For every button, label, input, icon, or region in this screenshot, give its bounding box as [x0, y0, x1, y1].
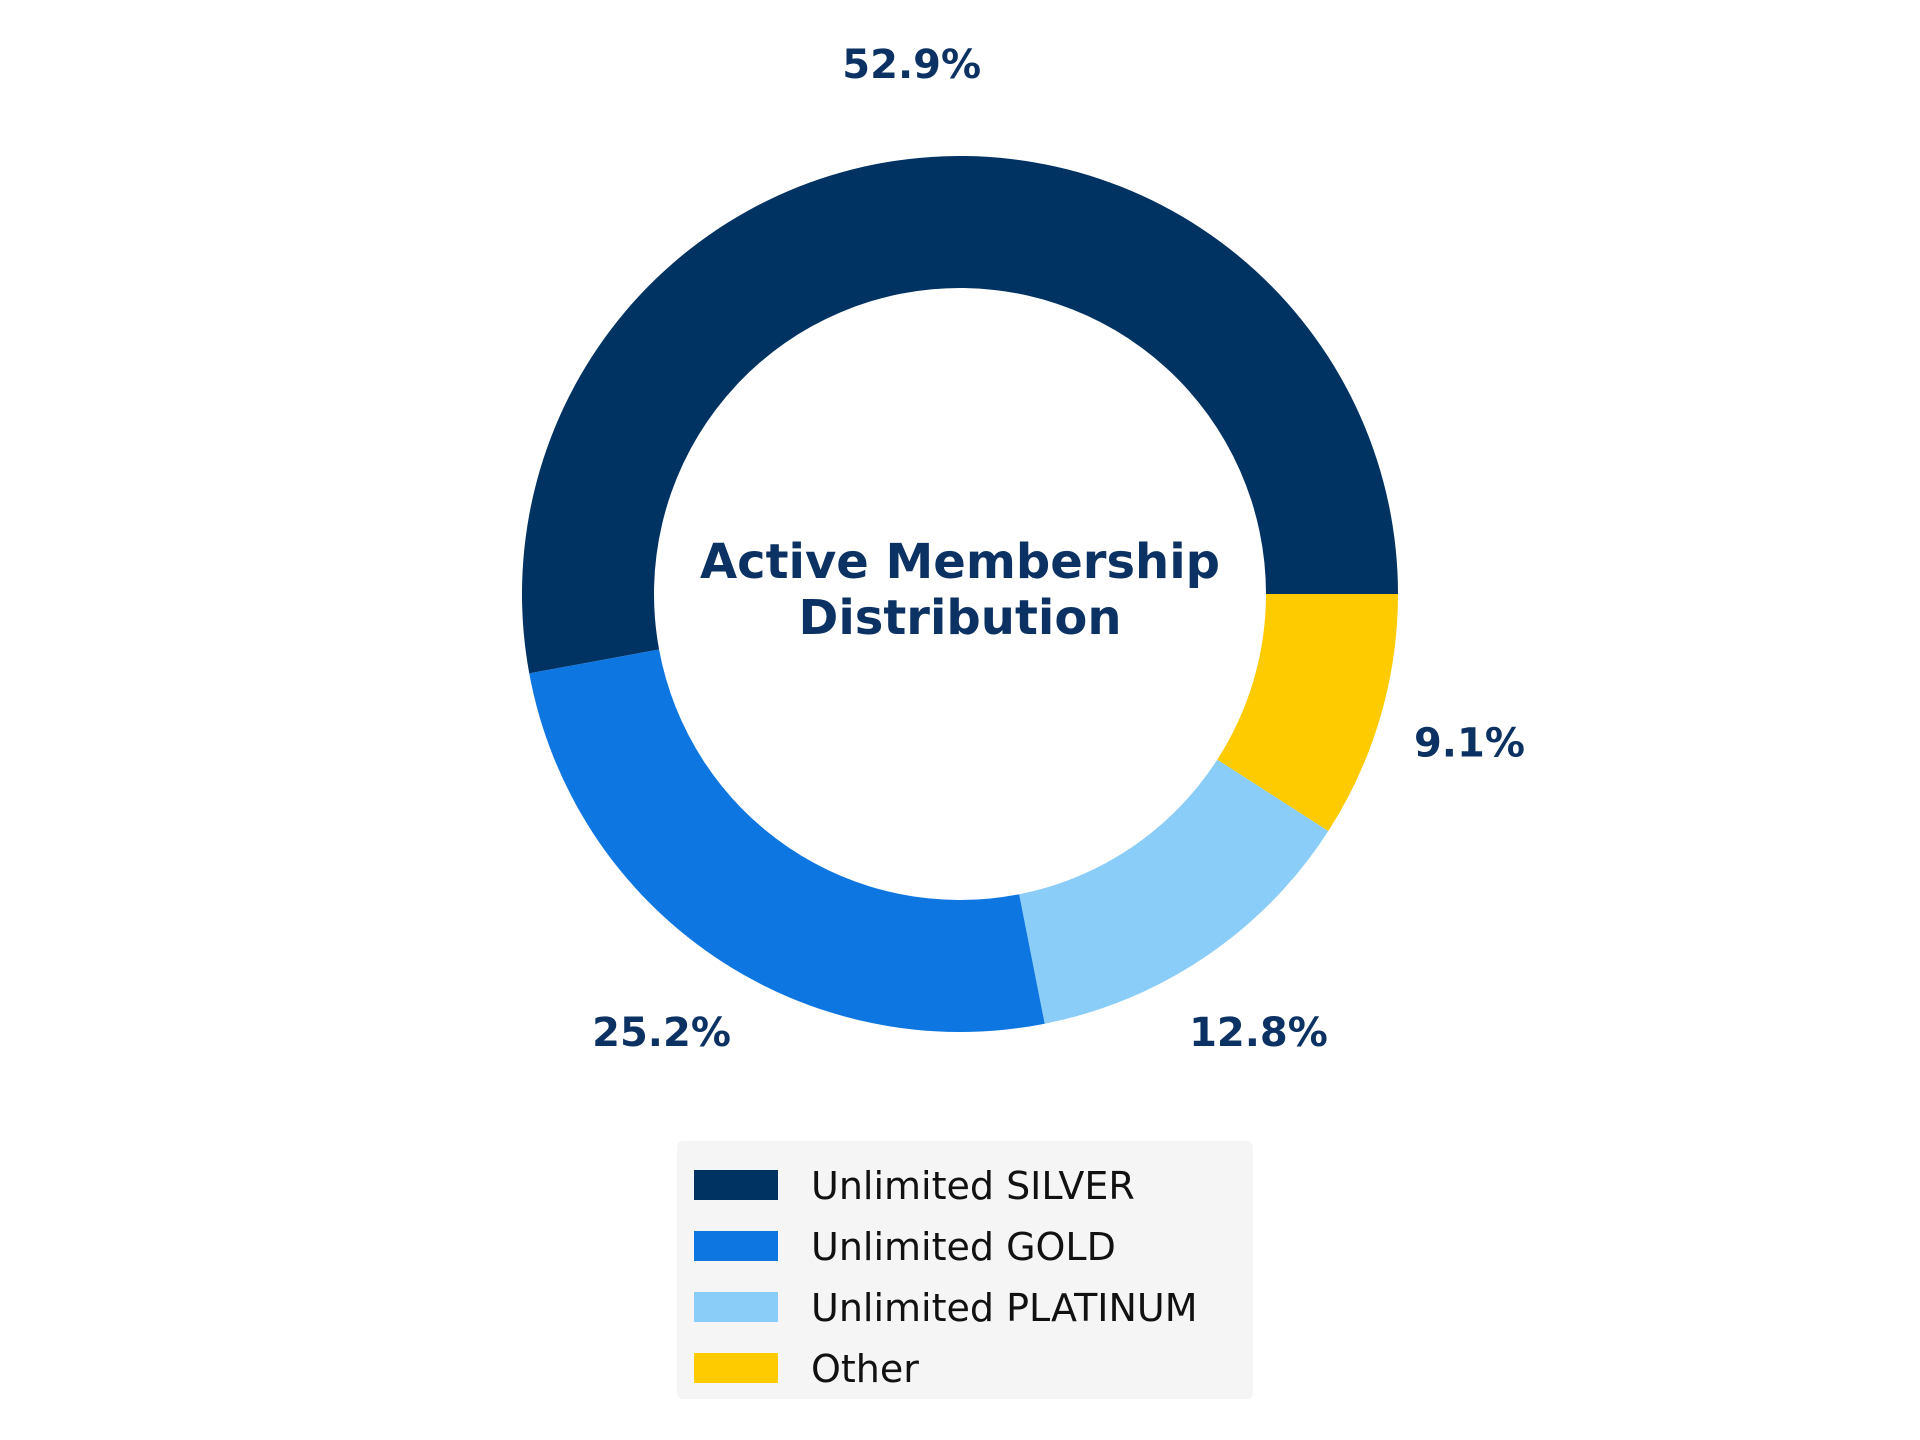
- legend-swatch-silver: [694, 1170, 778, 1200]
- legend-item-platinum: Unlimited PLATINUM: [677, 1277, 1253, 1338]
- legend-item-gold: Unlimited GOLD: [677, 1216, 1253, 1277]
- slice-unlimited-platinum: [1019, 759, 1329, 1024]
- slice-label-unlimited-gold: 25.2%: [592, 1010, 731, 1056]
- slice-other: [1217, 594, 1398, 832]
- slice-unlimited-silver: [522, 156, 1398, 674]
- percentage-labels: 52.9% 25.2% 12.8% 9.1%: [592, 42, 1525, 1056]
- donut-slices: [522, 156, 1398, 1032]
- chart-title-line-2: Distribution: [798, 590, 1121, 646]
- legend-label-gold: Unlimited GOLD: [811, 1225, 1116, 1269]
- slice-unlimited-gold: [529, 649, 1045, 1032]
- legend-item-other: Other: [677, 1338, 1253, 1399]
- legend-label-platinum: Unlimited PLATINUM: [811, 1286, 1198, 1330]
- legend-swatch-other: [694, 1353, 778, 1383]
- legend-label-silver: Unlimited SILVER: [811, 1164, 1135, 1208]
- legend-item-silver: Unlimited SILVER: [677, 1155, 1253, 1216]
- chart-title-line-1: Active Membership: [700, 534, 1220, 590]
- slice-label-other: 9.1%: [1414, 721, 1525, 767]
- legend: Unlimited SILVER Unlimited GOLD Unlimite…: [677, 1141, 1253, 1399]
- legend-swatch-platinum: [694, 1292, 778, 1322]
- slice-label-unlimited-platinum: 12.8%: [1189, 1010, 1328, 1056]
- legend-label-other: Other: [811, 1347, 919, 1391]
- slice-label-unlimited-silver: 52.9%: [842, 42, 981, 88]
- legend-swatch-gold: [694, 1231, 778, 1261]
